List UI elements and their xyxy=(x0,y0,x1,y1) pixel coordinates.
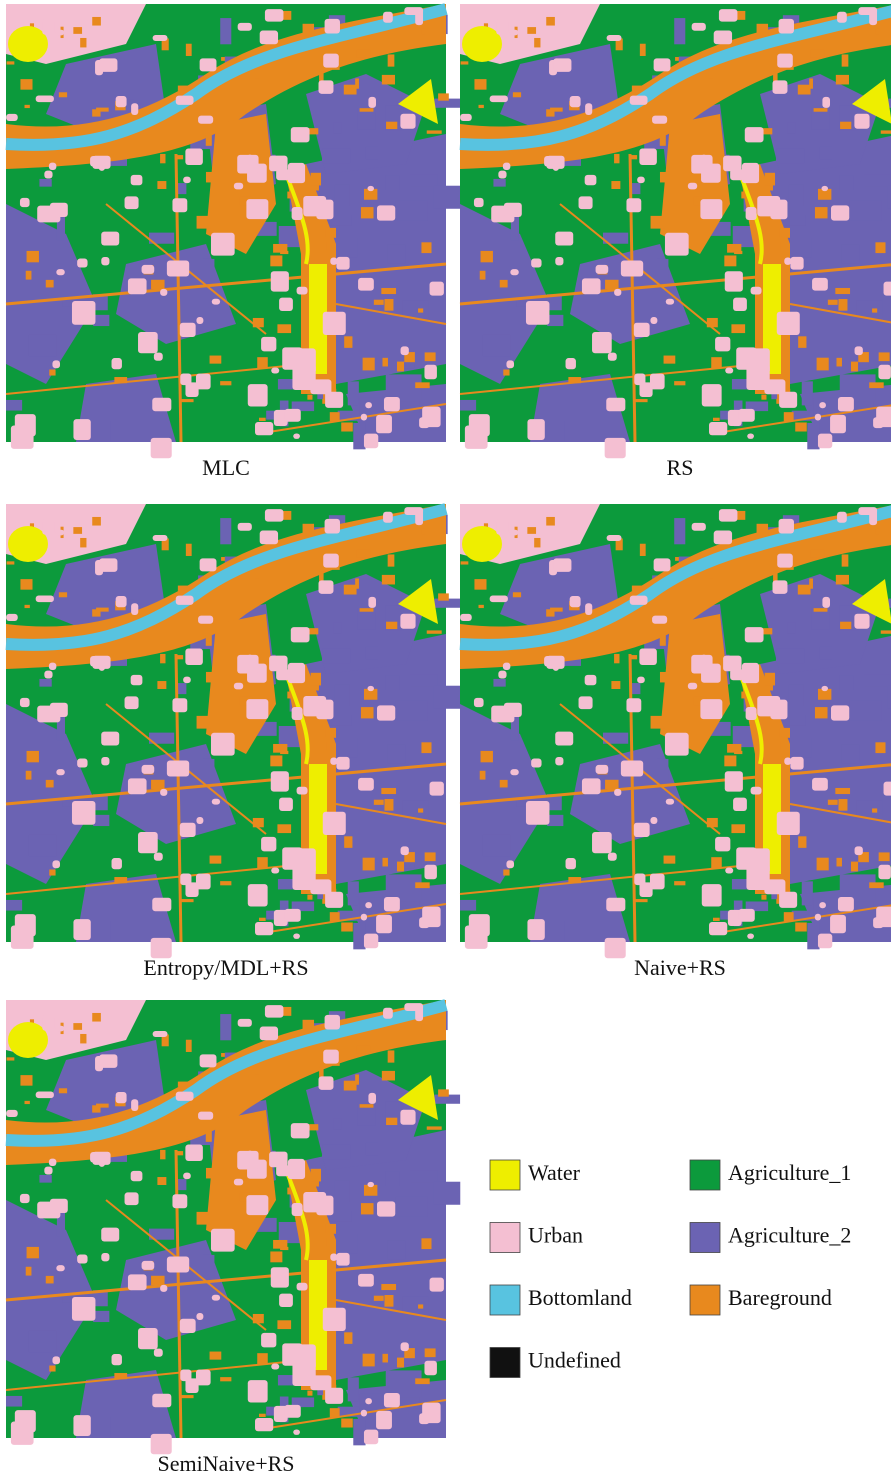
legend-swatch xyxy=(690,1160,720,1190)
legend-label: Bareground xyxy=(728,1285,832,1310)
legend-label: Urban xyxy=(528,1223,583,1248)
legend-swatch xyxy=(690,1223,720,1253)
map-image xyxy=(6,4,460,458)
legend-label: Agriculture_2 xyxy=(728,1223,851,1248)
legend-swatch xyxy=(490,1285,520,1315)
map-image xyxy=(6,504,460,958)
map-image xyxy=(460,504,891,958)
legend-label: Water xyxy=(528,1160,581,1185)
legend-swatch xyxy=(690,1285,720,1315)
panel-caption: Entropy/MDL+RS xyxy=(143,955,308,980)
legend-swatch xyxy=(490,1160,520,1190)
legend-swatch xyxy=(490,1348,520,1378)
legend-label: Undefined xyxy=(528,1348,621,1373)
map-panel xyxy=(6,1000,460,1454)
map-panel xyxy=(6,504,460,958)
panel-caption: MLC xyxy=(202,455,250,480)
map-panel xyxy=(460,4,891,458)
map-panel xyxy=(460,504,891,958)
page: {"panels": [{"caption": "MLC"}, {"captio… xyxy=(0,0,891,1479)
panel-caption: Naive+RS xyxy=(634,955,726,980)
map-image xyxy=(6,1000,460,1454)
map-image xyxy=(460,4,891,458)
panel-caption: RS xyxy=(667,455,694,480)
legend-label: Agriculture_1 xyxy=(728,1160,851,1185)
map-panel xyxy=(6,4,460,458)
figure: MLC RS Entropy/MDL+RS Naive+RS SemiNaive+RS W… xyxy=(0,0,891,1479)
panel-caption: SemiNaive+RS xyxy=(157,1451,294,1476)
legend-label: Bottomland xyxy=(528,1285,632,1310)
legend-swatch xyxy=(490,1223,520,1253)
